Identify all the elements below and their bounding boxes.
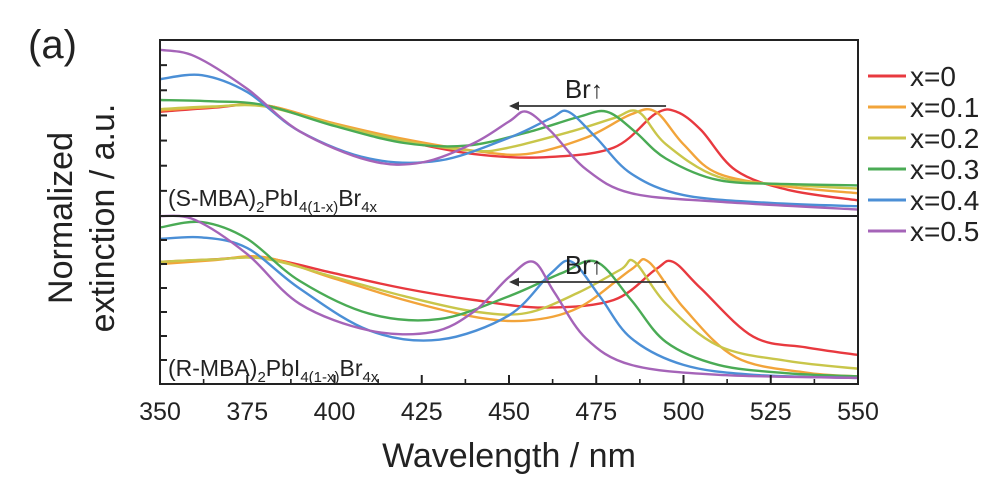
series-line-bottom-x-0-3	[159, 220, 859, 378]
y-ticks-bottom	[160, 239, 167, 361]
series-line-bottom-x-0-4	[159, 235, 859, 380]
x-tick-label-550: 550	[837, 398, 879, 426]
legend: x=0x=0.1x=0.2x=0.3x=0.4x=0.5	[868, 61, 979, 247]
shift-arrow-label-top: Br↑	[565, 74, 603, 104]
panel-label: (a)	[28, 23, 77, 67]
series-line-bottom-x-0-5	[159, 214, 859, 380]
x-tick-label-450: 450	[488, 398, 530, 426]
y-axis-label-line-1: Normalized	[42, 132, 80, 304]
x-tick-label-375: 375	[226, 398, 268, 426]
series-group-top	[159, 48, 859, 211]
label-text: Br	[339, 355, 362, 381]
x-axis: 350 375 400 425 450 475 500 525 550	[139, 375, 879, 426]
plot-panel-top: Br↑ (S-MBA)2PbI4(1-x)Br4x	[159, 39, 859, 217]
series-line-bottom-x-0-1	[159, 255, 859, 378]
label-text: (R-MBA)	[168, 355, 257, 381]
shift-arrow-top: Br↑	[509, 74, 667, 111]
plot-frame-bottom	[159, 215, 859, 385]
shift-arrow-head-bottom	[509, 277, 519, 287]
shift-arrow-bottom: Br↑	[509, 250, 667, 287]
shift-arrow-head-top	[509, 101, 519, 111]
label-subscript: 2	[256, 199, 264, 216]
x-tick-label-400: 400	[314, 398, 356, 426]
panel-compound-label-top: (S-MBA)2PbI4(1-x)Br4x	[168, 185, 378, 216]
series-line-top-x-0-4	[159, 73, 859, 208]
legend-label-x-0-3: x=0.3	[910, 154, 979, 185]
legend-label-x-0-5: x=0.5	[910, 216, 979, 247]
label-text: PbI	[265, 185, 300, 211]
x-tick-label-350: 350	[139, 398, 181, 426]
x-tick-label-475: 475	[575, 398, 617, 426]
label-subscript: 4x	[361, 199, 377, 216]
label-subscript: 4(1-x)	[300, 369, 339, 386]
panel-compound-label-bottom: (R-MBA)2PbI4(1-x)Br4x	[168, 355, 379, 386]
label-subscript: 2	[257, 369, 265, 386]
x-tick-label-525: 525	[750, 398, 792, 426]
legend-label-x-0: x=0	[910, 61, 956, 92]
series-line-top-x-0-5	[159, 48, 859, 211]
series-line-top-x-0-2	[159, 103, 859, 190]
plot-panel-bottom: Br↑ (R-MBA)2PbI4(1-x)Br4x	[159, 214, 859, 386]
y-axis-label-line-2: extinction / a.u.	[84, 104, 122, 333]
label-subscript: 4(1-x)	[299, 199, 338, 216]
x-tick-label-500: 500	[663, 398, 705, 426]
x-tick-label-425: 425	[401, 398, 443, 426]
x-axis-label: Wavelength / nm	[382, 437, 636, 475]
series-group-bottom	[159, 214, 859, 380]
legend-label-x-0-2: x=0.2	[910, 123, 979, 154]
y-axis-label: Normalized extinction / a.u.	[42, 104, 122, 333]
shift-arrow-label-bottom: Br↑	[565, 250, 603, 280]
series-line-bottom-x-0-2	[159, 256, 859, 370]
label-subscript: 4x	[362, 369, 378, 386]
label-text: Br	[338, 185, 361, 211]
legend-label-x-0-1: x=0.1	[910, 92, 979, 123]
y-ticks-top	[160, 64, 167, 192]
up-arrow-icon: ↑	[591, 77, 603, 104]
label-text: PbI	[266, 355, 301, 381]
label-text: (S-MBA)	[168, 185, 256, 211]
up-arrow-icon: ↑	[591, 253, 603, 280]
legend-label-x-0-4: x=0.4	[910, 185, 979, 216]
series-line-top-x-0-3	[159, 98, 859, 187]
